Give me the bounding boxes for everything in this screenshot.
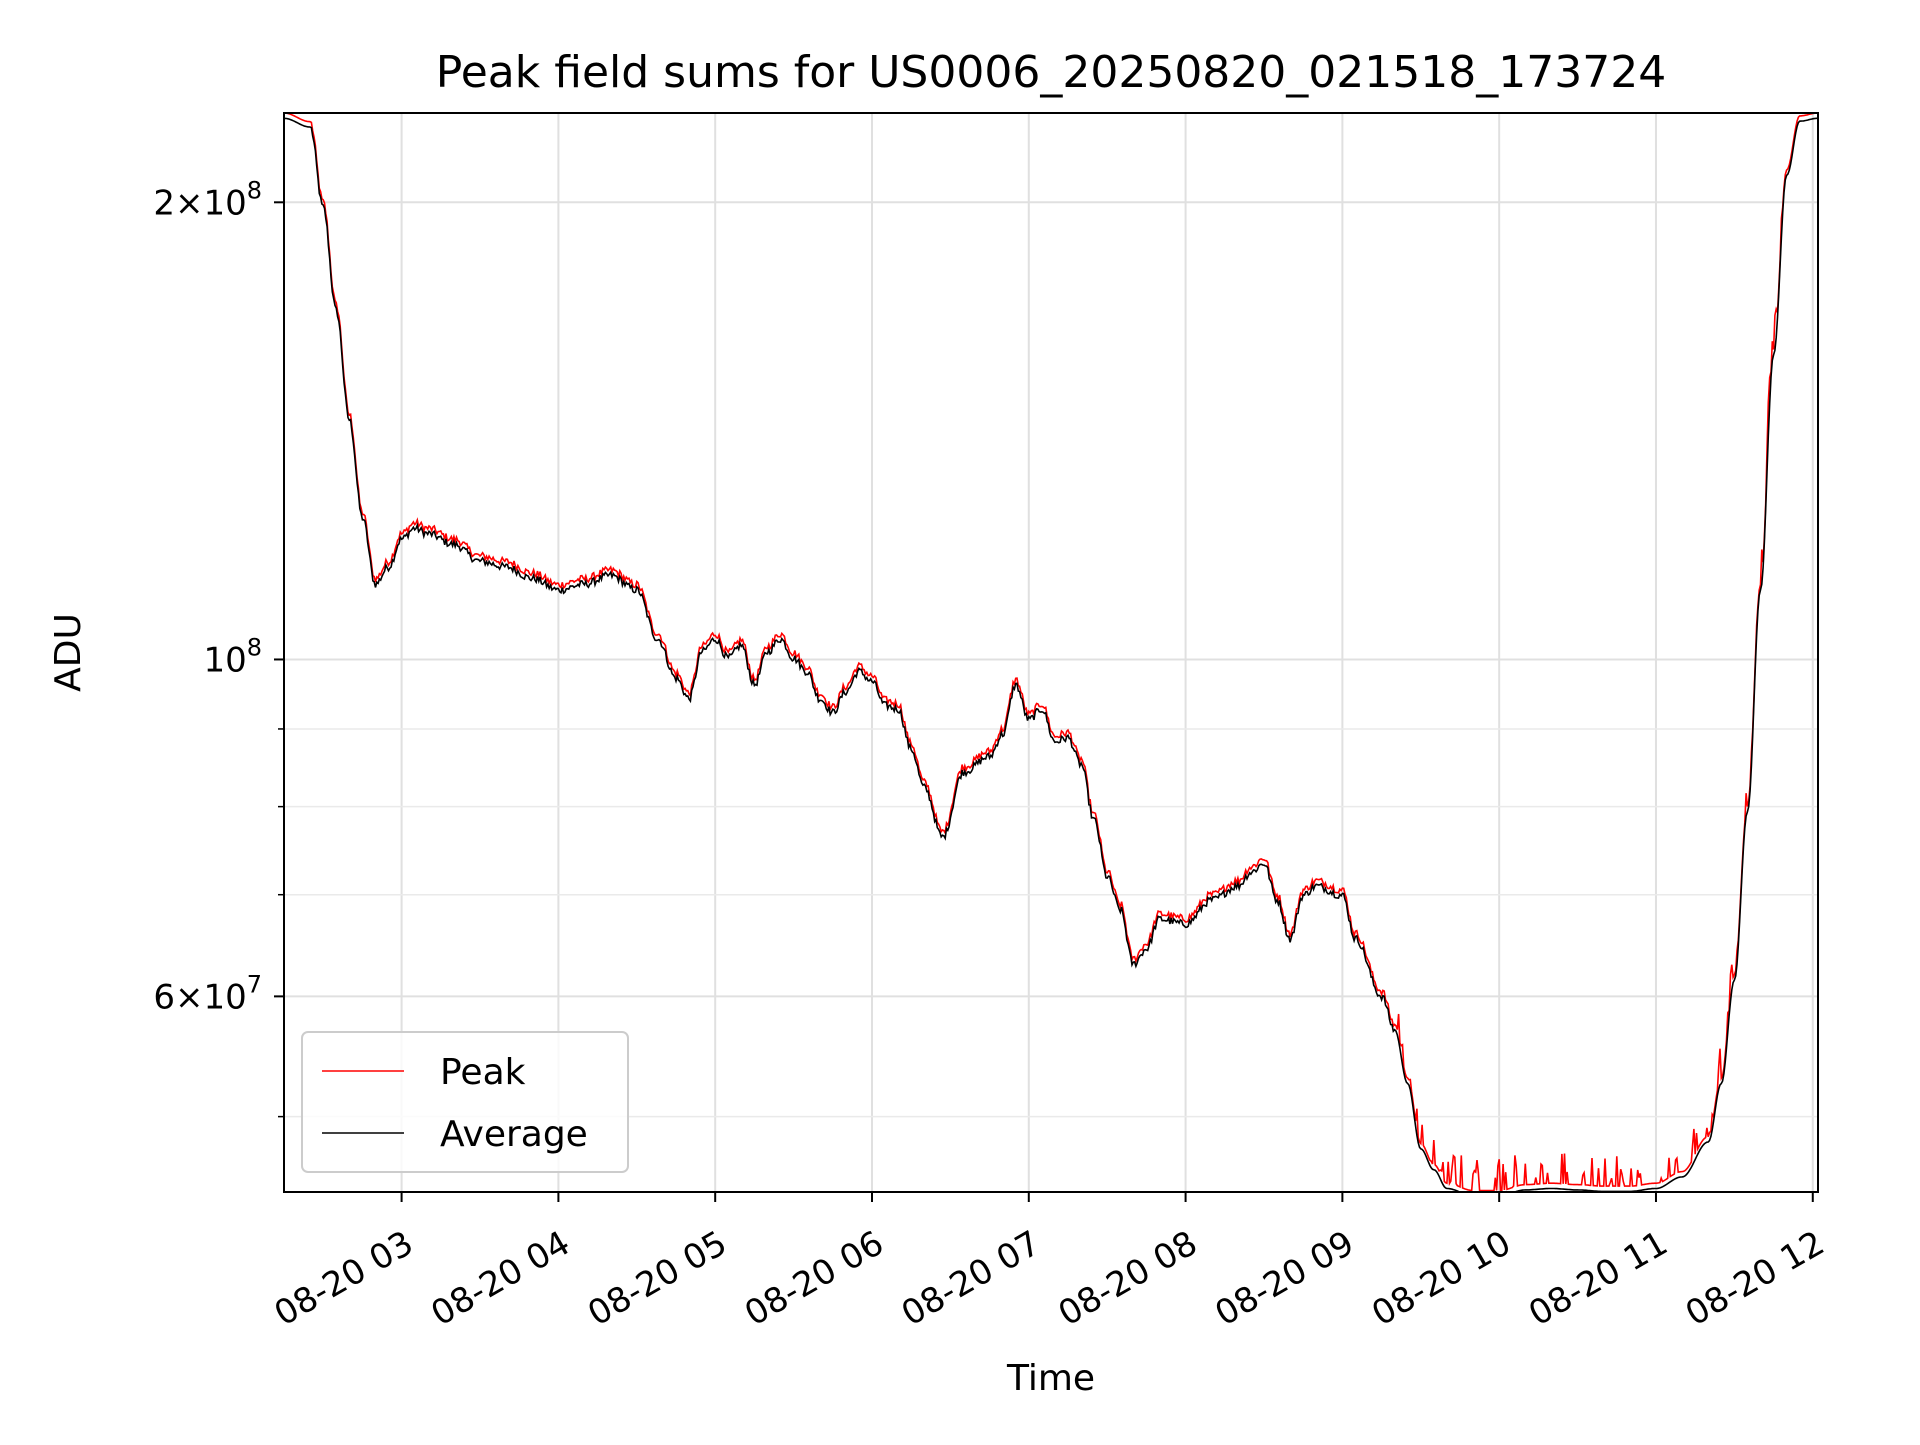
x-tick-label: 08-20 08 xyxy=(1052,1223,1204,1334)
y-tick-label: 2×108 xyxy=(153,176,262,223)
legend-box xyxy=(301,1031,629,1173)
series-line-average xyxy=(283,117,1818,1193)
x-tick-label: 08-20 12 xyxy=(1679,1223,1831,1334)
y-tick-label: 108 xyxy=(203,633,262,680)
x-tick-label: 08-20 10 xyxy=(1365,1223,1517,1334)
legend-label-average: Average xyxy=(440,1114,588,1155)
x-tick-label: 08-20 09 xyxy=(1208,1223,1360,1334)
x-tick-label: 08-20 11 xyxy=(1522,1223,1674,1334)
x-tick-label: 08-20 05 xyxy=(581,1223,733,1334)
plot-series xyxy=(283,112,1818,1193)
y-axis-label: ADU xyxy=(48,613,89,692)
chart-title: Peak field sums for US0006_20250820_0215… xyxy=(436,47,1666,98)
series-line-peak xyxy=(283,112,1818,1192)
chart-legend: Peak Average xyxy=(301,1031,629,1173)
legend-label-peak: Peak xyxy=(440,1052,526,1093)
grid-lines xyxy=(284,113,1818,1192)
plot-frame xyxy=(283,112,1819,1193)
x-tick-label: 08-20 04 xyxy=(425,1223,577,1334)
x-tick-label: 08-20 03 xyxy=(268,1223,420,1334)
y-tick-label: 6×107 xyxy=(153,970,262,1017)
x-axis-label: Time xyxy=(1006,1358,1095,1399)
x-tick-label: 08-20 06 xyxy=(738,1223,890,1334)
x-tick-label: 08-20 07 xyxy=(895,1223,1047,1334)
